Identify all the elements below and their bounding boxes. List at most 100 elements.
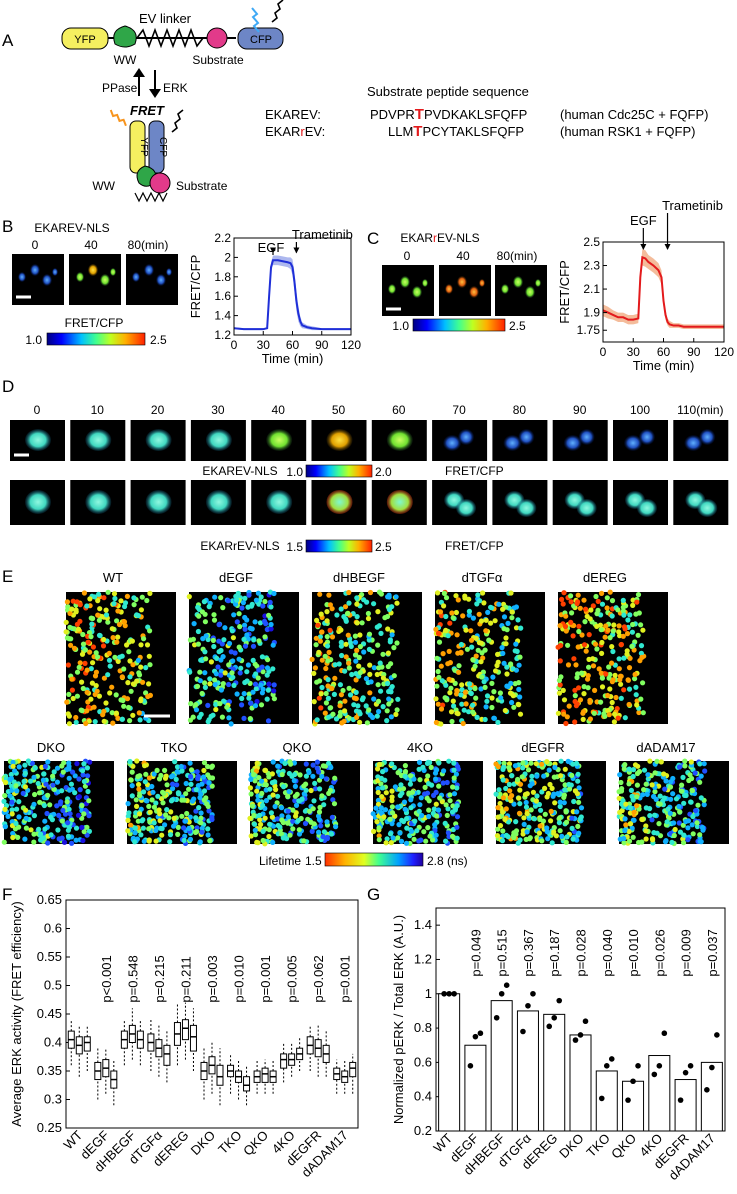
cell [292,793,298,799]
cell [647,758,653,764]
cell [458,649,464,656]
cell [244,678,250,684]
cell [503,635,509,641]
cell [271,682,277,688]
cell [136,786,142,792]
cell [371,828,377,835]
cell [521,821,527,828]
y-axis-label: FRET/CFP [557,260,572,324]
cell [150,789,156,795]
cell [552,764,558,771]
box [83,1036,91,1052]
x-tick-label: 60 [286,338,300,352]
cell [506,765,512,771]
cell [454,814,461,820]
cell [144,642,151,648]
cell [337,682,343,688]
cell [382,807,389,813]
cell [502,816,508,823]
cell [265,718,272,724]
cell [254,698,260,705]
cell [63,629,69,635]
cell [392,784,398,790]
cell [695,802,701,808]
cell [357,719,363,725]
cell [598,627,604,633]
p-value-label: p=0.187 [547,929,562,976]
cell [571,798,577,805]
cell [657,793,663,799]
cell [189,798,196,804]
cell [473,653,479,659]
cell [681,800,687,806]
cell [275,763,281,769]
cell [504,683,510,689]
cell [125,680,131,686]
x-tick-label: DKO [556,1131,587,1162]
cell [193,808,199,814]
cell [391,645,397,651]
panel-b-colorbar [46,332,146,346]
cell [218,657,224,663]
cell [181,837,187,844]
condition-label: 4KO [407,740,433,755]
ppase-label: PPase [102,81,138,95]
cell [1,798,7,805]
cell [416,766,422,772]
cell [620,798,626,804]
x-tick-label: 90 [315,338,329,352]
cell [82,647,88,653]
cell [138,832,144,838]
cell [266,490,293,514]
cell [311,670,317,677]
cell [81,829,87,835]
cell [12,768,18,774]
cell [374,713,380,719]
cell [270,642,276,648]
cell [229,670,235,676]
cell [630,797,636,803]
cell [219,641,225,647]
cell [69,840,75,846]
cell [640,627,646,633]
cell [500,650,506,657]
cell [622,762,628,768]
cell [396,822,402,828]
cell [435,630,442,637]
cell [387,831,394,837]
cell [376,761,383,768]
cell [513,819,519,825]
cell [454,691,460,697]
cell [667,784,674,790]
cell [616,656,622,662]
cell [702,768,708,774]
cell [85,788,91,795]
cell [246,592,252,598]
cell [257,817,263,823]
cell [174,764,181,770]
cell [479,674,485,680]
data-point [582,1018,589,1025]
cell [231,682,237,689]
cell [697,832,703,838]
cell [444,697,450,703]
cell [508,680,514,687]
cell [402,773,408,780]
cell [563,809,569,815]
y-tick-label: 1 [425,986,432,1001]
cell [205,429,232,451]
cell [76,664,82,670]
cell [65,711,71,717]
cell [545,836,551,842]
cell [324,834,330,840]
cell [213,701,219,708]
cell [83,720,89,727]
cell [483,617,489,623]
cell [73,714,79,721]
cell [616,629,622,635]
cell [174,782,180,788]
cell [36,826,42,832]
cell [450,784,456,790]
cell [569,825,575,832]
p-value-label: p=0.215 [152,955,167,1002]
